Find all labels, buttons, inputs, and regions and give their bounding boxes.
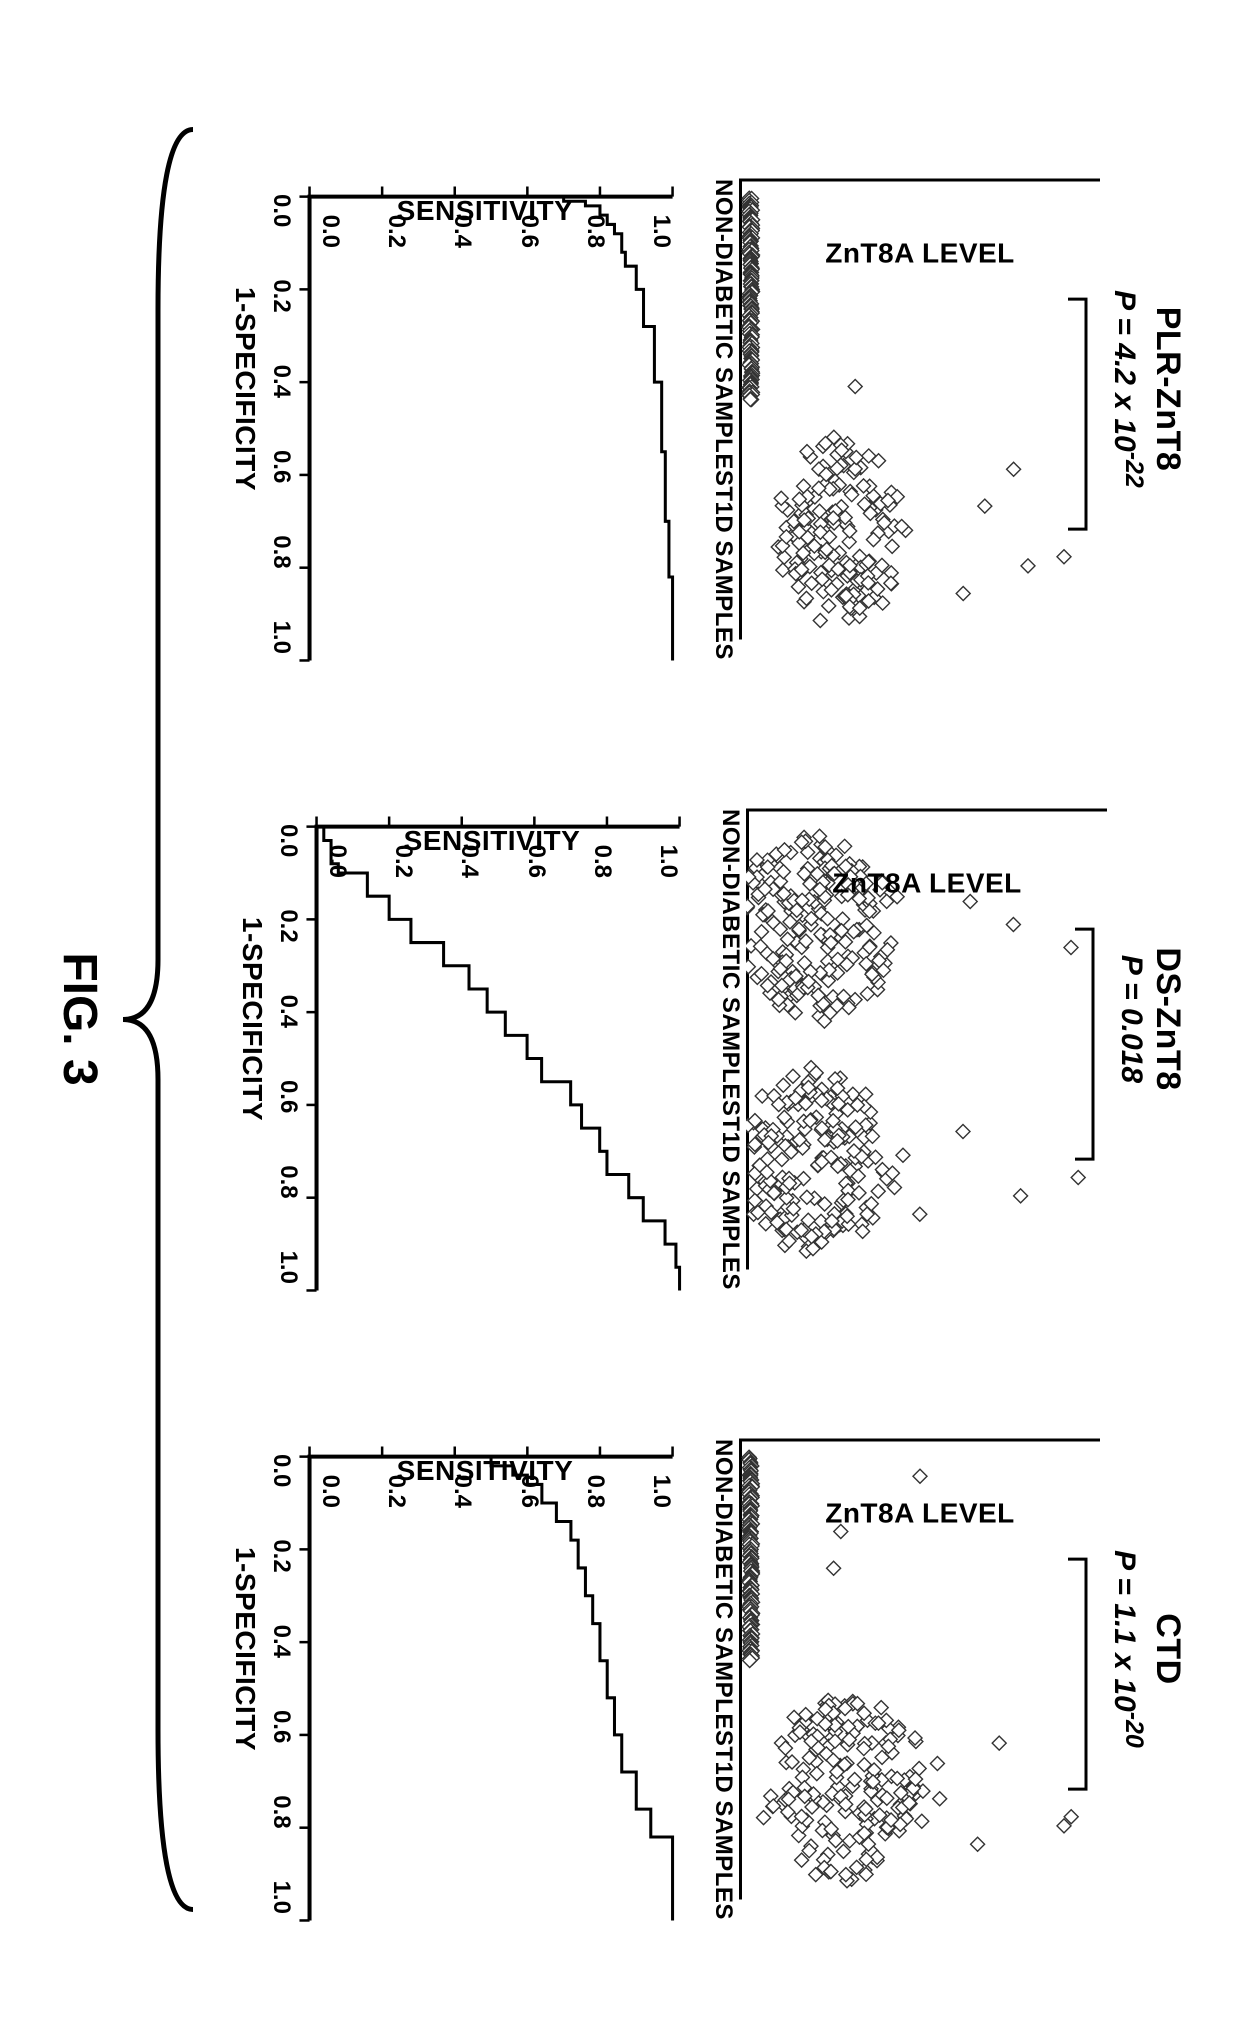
roc-xtick: 0.2 <box>268 1539 296 1572</box>
roc-ytick: 0.4 <box>455 844 483 877</box>
scatter-ylabel: ZnT8A LEVEL <box>833 866 1023 898</box>
roc-chart: SENSITIVITY 1.00.80.60.40.20.0 <box>296 184 676 664</box>
roc-xtick: 0.8 <box>268 535 296 568</box>
roc-ytick: 0.4 <box>448 214 476 247</box>
roc-yticks: 1.0 0.8 0.6 0.4 0.2 0.0 <box>316 212 676 248</box>
xcat-t1d: T1D SAMPLES <box>717 1116 745 1290</box>
p-value: P = 0.018 <box>1115 954 1149 1082</box>
roc-xtick: 0.8 <box>275 1165 303 1198</box>
roc-xtick: 0.6 <box>275 1079 303 1112</box>
roc-ytick: 0.6 <box>515 214 543 247</box>
roc-xtick: 1.0 <box>268 1880 296 1913</box>
p-value: P = 4.2 x 10-22 <box>1108 290 1149 488</box>
roc-xtick: 0.6 <box>268 1709 296 1742</box>
xcat-nd: NON-DIABETIC SAMPLES <box>710 179 738 486</box>
scatter-xcats: NON-DIABETIC SAMPLES T1D SAMPLES <box>710 1439 738 1899</box>
roc-xticks: 0.0 0.2 0.4 0.6 0.8 1.0 <box>268 194 296 654</box>
panels-row: PLR-ZnT8 P = 4.2 x 10-22 ZnT8A LEVEL NON… <box>230 109 1188 1929</box>
roc-ytick: 1.0 <box>648 1474 676 1507</box>
xcat-t1d: T1D SAMPLES <box>710 486 738 660</box>
scatter-xcats: NON-DIABETIC SAMPLES T1D SAMPLES <box>717 809 745 1269</box>
figure-label: FIG. 3 <box>53 952 108 1085</box>
roc-ytick: 1.0 <box>648 214 676 247</box>
roc-ytick: 0.0 <box>316 214 344 247</box>
panel-ds: DS-ZnT8 P = 0.018 ZnT8A LEVEL NON-DIABET… <box>230 739 1188 1299</box>
scatter-xcats: NON-DIABETIC SAMPLES T1D SAMPLES <box>710 179 738 639</box>
panel-ctd: CTD P = 1.1 x 10-20 ZnT8A LEVEL NON-DIAB… <box>230 1369 1188 1929</box>
roc-ytick: 0.6 <box>522 844 550 877</box>
figure-brace <box>114 109 204 1929</box>
roc-xlabel: 1-SPECIFICITY <box>237 916 269 1120</box>
roc-chart: SENSITIVITY 1.00.80.60.40.20.0 <box>296 1444 676 1924</box>
roc-ytick: 1.0 <box>655 844 683 877</box>
panel-plr: PLR-ZnT8 P = 4.2 x 10-22 ZnT8A LEVEL NON… <box>230 109 1188 669</box>
roc-yticks: 1.0 0.8 0.6 0.4 0.2 0.0 <box>323 842 683 878</box>
xcat-nd: NON-DIABETIC SAMPLES <box>717 809 745 1116</box>
roc-xtick: 0.2 <box>275 909 303 942</box>
roc-ytick: 0.8 <box>581 214 609 247</box>
roc-chart: SENSITIVITY 1.00.80.60.40.20.0 <box>303 814 683 1294</box>
roc-xtick: 1.0 <box>268 620 296 653</box>
roc-ytick: 0.0 <box>316 1474 344 1507</box>
roc-xtick: 0.0 <box>268 1454 296 1487</box>
roc-xlabel: 1-SPECIFICITY <box>230 286 262 490</box>
roc-ytick: 0.8 <box>581 1474 609 1507</box>
roc-yticks: 1.0 0.8 0.6 0.4 0.2 0.0 <box>316 1472 676 1508</box>
scatter-title: DS-ZnT8 <box>1149 947 1188 1090</box>
scatter-title: CTD <box>1149 1613 1188 1684</box>
xcat-t1d: T1D SAMPLES <box>710 1746 738 1920</box>
roc-xtick: 0.0 <box>275 824 303 857</box>
roc-ytick: 0.6 <box>515 1474 543 1507</box>
roc-xticks: 0.0 0.2 0.4 0.6 0.8 1.0 <box>275 824 303 1284</box>
scatter-chart: ZnT8A LEVEL <box>747 808 1109 1270</box>
roc-ytick: 0.2 <box>382 1474 410 1507</box>
roc-xtick: 0.4 <box>268 364 296 397</box>
scatter-ylabel: ZnT8A LEVEL <box>826 1496 1016 1528</box>
roc-xtick: 1.0 <box>275 1250 303 1283</box>
roc-ytick: 0.0 <box>323 844 351 877</box>
xcat-nd: NON-DIABETIC SAMPLES <box>710 1439 738 1746</box>
scatter-chart: ZnT8A LEVEL <box>740 178 1102 640</box>
roc-xtick: 0.8 <box>268 1795 296 1828</box>
roc-xtick: 0.0 <box>268 194 296 227</box>
roc-xlabel: 1-SPECIFICITY <box>230 1546 262 1750</box>
roc-ytick: 0.8 <box>588 844 616 877</box>
p-value: P = 1.1 x 10-20 <box>1108 1550 1149 1748</box>
roc-xtick: 0.6 <box>268 449 296 482</box>
roc-xtick: 0.4 <box>268 1624 296 1657</box>
figure-rotated-container: PLR-ZnT8 P = 4.2 x 10-22 ZnT8A LEVEL NON… <box>0 0 1240 2037</box>
roc-ytick: 0.4 <box>448 1474 476 1507</box>
roc-ytick: 0.2 <box>382 214 410 247</box>
scatter-chart: ZnT8A LEVEL <box>740 1438 1102 1900</box>
scatter-ylabel: ZnT8A LEVEL <box>826 236 1016 268</box>
roc-xtick: 0.4 <box>275 994 303 1027</box>
roc-ytick: 0.2 <box>389 844 417 877</box>
roc-xtick: 0.2 <box>268 279 296 312</box>
scatter-title: PLR-ZnT8 <box>1149 306 1188 471</box>
roc-xticks: 0.0 0.2 0.4 0.6 0.8 1.0 <box>268 1454 296 1914</box>
